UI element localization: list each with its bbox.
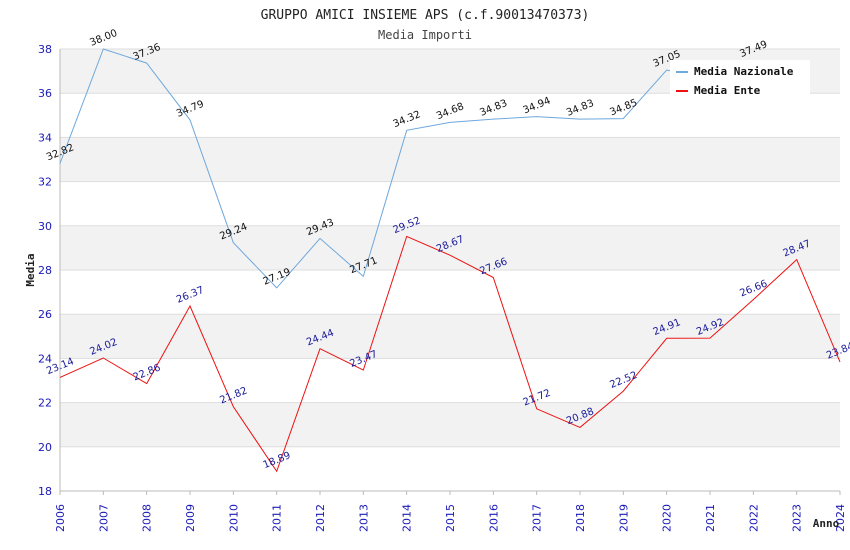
label-media-ente-2008: 22.86 [132, 362, 163, 383]
y-tick-labels: 18 20 22 24 26 28 30 32 34 36 38 [38, 43, 52, 498]
y-tick-22: 22 [38, 397, 52, 410]
x-tick-2011: 2011 [271, 504, 284, 532]
series-lines [59, 48, 841, 473]
x-tick-2009: 2009 [184, 504, 197, 532]
gridlines [60, 48, 840, 492]
label-media-nazionale-2015: 34.68 [435, 101, 466, 122]
x-tick-2016: 2016 [487, 504, 500, 532]
y-tick-20: 20 [38, 441, 52, 454]
y-tick-34: 34 [38, 131, 52, 144]
x-tick-2010: 2010 [227, 504, 240, 532]
band-28-30 [60, 225, 840, 270]
y-tick-36: 36 [38, 87, 52, 100]
x-tick-2017: 2017 [531, 504, 544, 532]
y-tick-28: 28 [38, 264, 52, 277]
y-tick-38: 38 [38, 43, 52, 56]
x-tick-2013: 2013 [357, 504, 370, 532]
y-tick-30: 30 [38, 220, 52, 233]
x-tick-2024: 2024 [834, 504, 847, 532]
x-tick-2008: 2008 [141, 504, 154, 532]
x-tick-2020: 2020 [661, 504, 674, 532]
y-tick-26: 26 [38, 308, 52, 321]
y-tick-24: 24 [38, 352, 52, 365]
legend-label-media-nazionale: Media Nazionale [694, 65, 794, 78]
band-32-34 [60, 137, 840, 182]
label-media-nazionale-2017: 34.94 [522, 95, 553, 116]
x-axis-title: Anno [813, 517, 840, 530]
label-media-nazionale-2009: 34.79 [175, 99, 206, 120]
band-20-22 [60, 402, 840, 447]
legend: Media Nazionale Media Ente [670, 60, 810, 100]
label-media-nazionale-2014: 34.32 [392, 109, 423, 130]
label-media-nazionale-2018: 34.83 [565, 98, 596, 119]
x-tick-2012: 2012 [314, 504, 327, 532]
x-tick-2022: 2022 [747, 504, 760, 532]
legend-label-media-ente: Media Ente [694, 84, 761, 97]
label-media-ente-2009: 26.37 [175, 285, 206, 306]
x-tick-2014: 2014 [401, 504, 414, 532]
label-media-ente-2022: 26.66 [738, 278, 769, 299]
x-tick-2018: 2018 [574, 504, 587, 532]
x-tick-2007: 2007 [97, 504, 110, 532]
legend-box [670, 60, 810, 100]
x-tick-2006: 2006 [54, 504, 67, 532]
x-tick-2021: 2021 [704, 504, 717, 532]
chart-subtitle: Media Importi [378, 28, 472, 42]
y-tick-32: 32 [38, 176, 52, 189]
label-media-nazionale-2019: 34.85 [608, 97, 639, 118]
y-tick-18: 18 [38, 485, 52, 498]
x-tick-2023: 2023 [791, 504, 804, 532]
label-media-nazionale-2007: 38.00 [88, 28, 119, 49]
label-media-ente-2011: 18.89 [262, 450, 293, 471]
band-24-26 [60, 314, 840, 359]
y-axis-title: Media [24, 253, 37, 286]
x-tick-2015: 2015 [444, 504, 457, 532]
plot-background-bands [60, 49, 840, 447]
x-tick-2019: 2019 [617, 504, 630, 532]
label-media-nazionale-2016: 34.83 [478, 98, 509, 119]
chart-title: GRUPPO AMICI INSIEME APS (c.f.9001347037… [261, 8, 590, 23]
x-tick-labels: 2006 2007 2008 2009 2010 2011 2012 2013 2014 2015… [54, 491, 847, 532]
label-media-ente-2019: 22.52 [608, 370, 639, 391]
